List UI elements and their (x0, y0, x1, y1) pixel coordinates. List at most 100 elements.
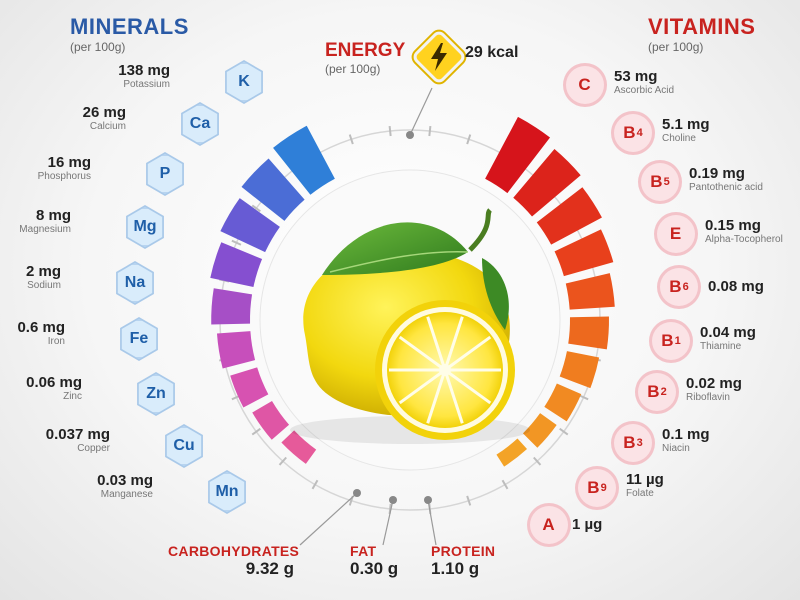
lemon-segment-line (426, 369, 447, 424)
mineral-bar (252, 400, 290, 440)
ring-tick (466, 134, 472, 145)
ring-tick (501, 479, 509, 490)
mineral-value: 0.03 mg (97, 472, 153, 489)
mineral-value: 0.06 mg (26, 374, 82, 391)
mineral-bar (230, 367, 269, 408)
vitamin-bar (536, 187, 602, 245)
vitamin-value: 0.19 mg (689, 165, 745, 182)
macro-value: 0.30 g (350, 559, 399, 578)
vitamin-symbol: E (657, 215, 695, 253)
mineral-symbol: Mg (127, 207, 163, 247)
vitamin-bar (485, 116, 551, 194)
vitamin-bar (559, 351, 600, 389)
vitamin-bar (565, 273, 615, 310)
mineral-symbol: Ca (182, 104, 218, 144)
vitamin-name: Pantothenic acid (689, 182, 763, 193)
lemon-segment-line (444, 335, 492, 372)
macro-label: PROTEIN (431, 543, 496, 559)
vitamin-value: 0.04 mg (700, 324, 756, 341)
mineral-symbol: K (226, 62, 262, 102)
mineral-value: 8 mg (35, 207, 71, 224)
mineral-value: 0.037 mg (45, 426, 110, 443)
vitamins-title: VITAMINS (648, 14, 756, 39)
minerals-title: MINERALS (70, 14, 189, 39)
macro-value: 1.10 g (431, 559, 480, 578)
ring-tick (251, 427, 261, 436)
vitamin-bar (554, 229, 614, 277)
mineral-value: 138 mg (118, 62, 170, 79)
mineral-name: Sodium (27, 280, 61, 291)
ring-tick (388, 125, 392, 137)
macro-label: FAT (350, 543, 377, 559)
mineral-name: Phosphorus (37, 171, 91, 182)
mineral-bar (220, 198, 280, 253)
vitamin-name: Alpha-Tocopherol (705, 234, 783, 245)
vitamin-bar (544, 383, 582, 422)
vitamin-value: 0.15 mg (705, 217, 761, 234)
mineral-name: Calcium (89, 121, 126, 132)
vitamin-value: 11 µg (626, 471, 664, 488)
connector-lines (299, 87, 437, 546)
ring-tick (348, 134, 354, 145)
ring-tick (231, 239, 242, 246)
vitamin-bar (496, 438, 528, 467)
mineral-bar (241, 158, 305, 221)
mineral-name: Copper (77, 443, 110, 454)
macro-carbohydrates: CARBOHYDRATES 9.32 g (168, 543, 299, 579)
vitamin-value: 5.1 mg (662, 116, 710, 133)
ring-tick (311, 479, 319, 490)
ring-tick (559, 427, 569, 436)
vitamin-bar (522, 413, 557, 448)
ring-tick (466, 495, 472, 506)
vitamin-value: 1 µg (572, 516, 603, 533)
vitamin-name: Choline (662, 133, 696, 144)
vitamin-name: Thiamine (700, 341, 742, 352)
mineral-name: Potassium (123, 79, 170, 90)
energy-block: ENERGY (per 100g) (325, 40, 405, 76)
vitamin-bar (513, 149, 581, 217)
mineral-bars (210, 125, 335, 464)
mineral-name: Magnesium (19, 224, 71, 235)
macro-fat: FAT 0.30 g (350, 543, 398, 579)
vitamin-bar (568, 316, 609, 350)
vitamin-name: Niacin (662, 443, 690, 454)
vitamin-symbol: C (566, 66, 604, 104)
mineral-bar (211, 288, 253, 325)
minerals-header: MINERALS (per 100g) (70, 14, 189, 54)
energy-label: ENERGY (325, 40, 406, 61)
mineral-bar (216, 331, 256, 369)
mineral-bar (281, 430, 317, 464)
macro-value: 9.32 g (245, 559, 294, 578)
mineral-name: Iron (47, 336, 65, 347)
lemon-segment-line (444, 368, 492, 405)
mineral-name: Manganese (100, 489, 153, 500)
vitamin-name: Ascorbic Acid (614, 85, 675, 96)
lightning-bolt-icon (414, 32, 464, 82)
mineral-value: 2 mg (25, 263, 61, 280)
vitamin-bars (485, 116, 615, 467)
mineral-value: 0.6 mg (17, 319, 65, 336)
vitamin-name: Riboflavin (686, 392, 730, 403)
vitamin-value: 0.08 mg (708, 278, 764, 295)
ring-tick (278, 456, 287, 466)
energy-per: (per 100g) (325, 62, 381, 76)
vitamins-per: (per 100g) (648, 40, 704, 54)
vitamin-value: 0.1 mg (662, 426, 710, 443)
minerals-per: (per 100g) (70, 40, 126, 54)
lemon-segment-line (398, 368, 446, 405)
ring-tick (251, 204, 261, 213)
lemon-icon (290, 208, 530, 444)
ring-tick (428, 125, 432, 137)
ring-tick (578, 394, 589, 401)
vitamins-header: VITAMINS (per 100g) (648, 14, 755, 54)
mineral-value: 16 mg (47, 154, 91, 171)
vitamin-value: 53 mg (614, 68, 658, 85)
mineral-bar (210, 242, 263, 288)
